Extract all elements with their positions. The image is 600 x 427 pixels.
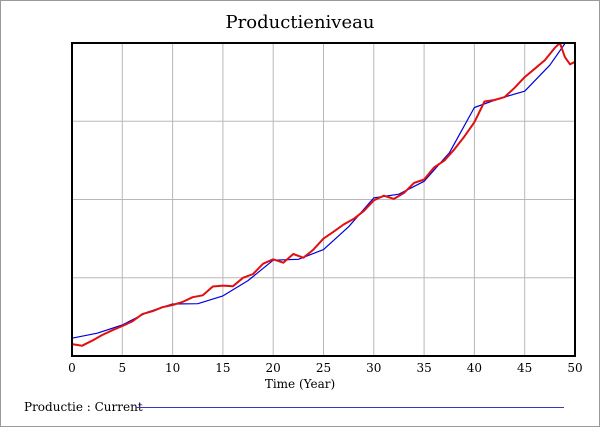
x-tick-label: 40 [467, 361, 482, 375]
series-lines [71, 42, 576, 347]
x-tick-label: 15 [215, 361, 230, 375]
x-tick-label: 30 [366, 361, 381, 375]
x-tick-label: 25 [316, 361, 331, 375]
legend-entry-label: Productie : Current [24, 400, 143, 414]
series-line-productie-current [71, 43, 566, 339]
x-tick-label: 50 [567, 361, 582, 375]
grid-lines [72, 43, 575, 356]
x-tick-labels: 0 5 10 15 20 25 30 35 40 45 50 [68, 361, 582, 375]
x-tick-label: 10 [165, 361, 180, 375]
x-tick-label: 0 [68, 361, 76, 375]
x-tick-label: 20 [266, 361, 281, 375]
legend-entry-line [136, 407, 564, 408]
x-tick-label: 5 [118, 361, 126, 375]
series-line-red [71, 42, 576, 347]
chart-title: Productieniveau [225, 12, 375, 33]
x-tick-label: 35 [416, 361, 431, 375]
x-axis-label: Time (Year) [264, 377, 336, 391]
x-tick-label: 45 [517, 361, 532, 375]
plot-border [71, 42, 576, 357]
